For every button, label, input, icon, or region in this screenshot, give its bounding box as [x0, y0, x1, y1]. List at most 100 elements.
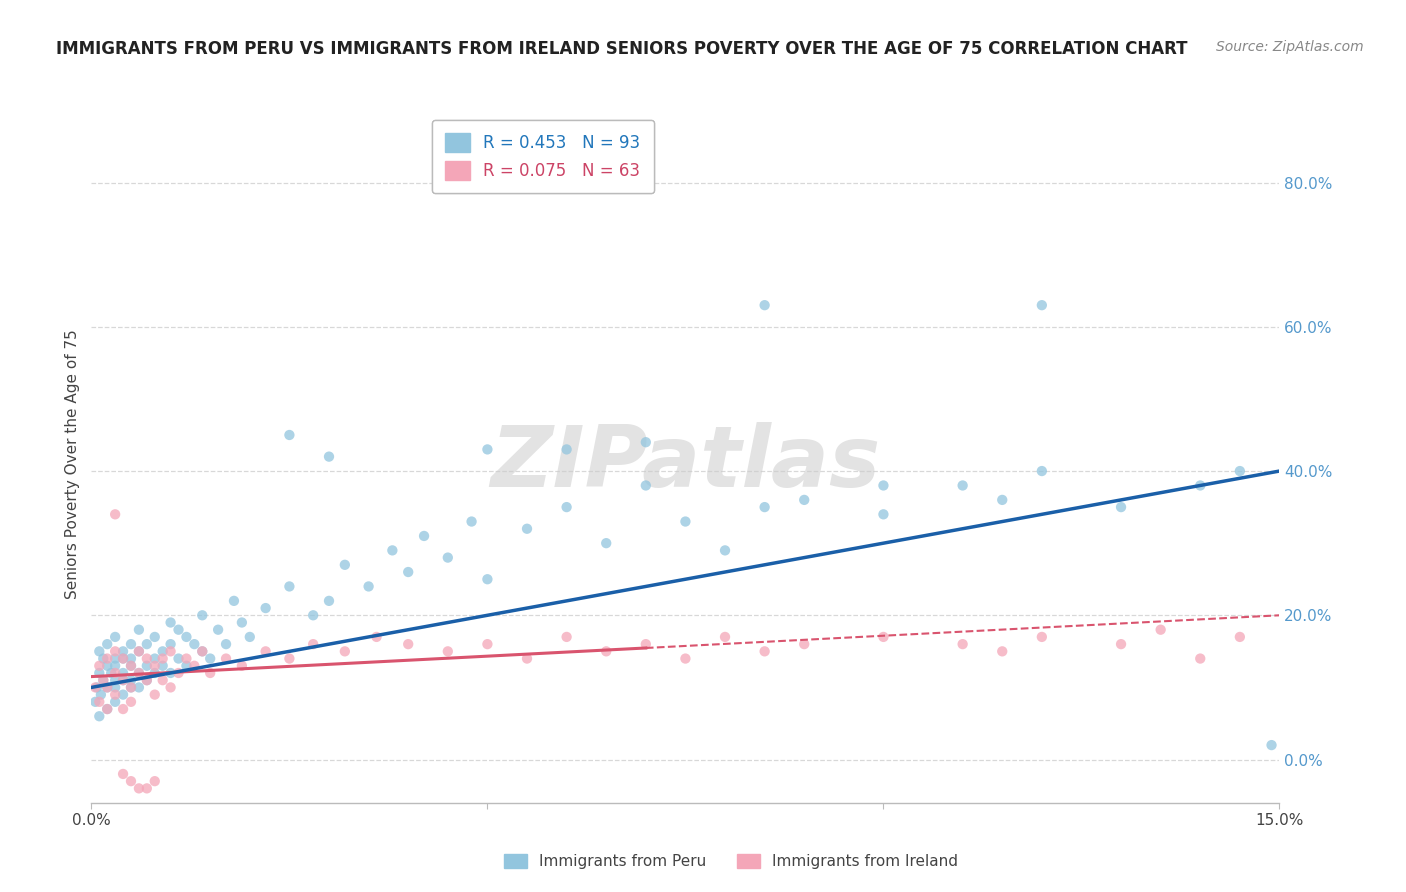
Point [112, 767, 135, 781]
Point [1260, 738, 1282, 752]
Point [128, 665, 150, 680]
Point [112, 673, 135, 688]
Point [152, 673, 174, 688]
Point [191, 644, 214, 658]
Point [1031, 298, 1053, 312]
Point [673, 651, 696, 665]
Point [302, 637, 325, 651]
Point [793, 637, 815, 651]
Point [152, 644, 174, 658]
Point [239, 630, 262, 644]
Point [143, 630, 166, 644]
Point [104, 665, 127, 680]
Point [200, 665, 222, 680]
Point [152, 651, 174, 665]
Point [436, 644, 458, 658]
Point [90, 688, 112, 702]
Point [436, 550, 458, 565]
Point [191, 644, 214, 658]
Point [176, 630, 198, 644]
Point [159, 665, 181, 680]
Point [278, 651, 301, 665]
Point [96, 681, 118, 695]
Point [278, 579, 301, 593]
Point [595, 644, 617, 658]
Point [793, 492, 815, 507]
Point [104, 658, 127, 673]
Point [200, 651, 222, 665]
Point [120, 695, 142, 709]
Point [120, 673, 142, 688]
Point [89, 695, 111, 709]
Point [112, 688, 135, 702]
Point [191, 608, 214, 623]
Point [460, 515, 482, 529]
Point [634, 478, 657, 492]
Point [333, 644, 356, 658]
Point [143, 665, 166, 680]
Point [135, 658, 157, 673]
Point [413, 529, 436, 543]
Point [634, 637, 657, 651]
Point [104, 651, 127, 665]
Point [1229, 464, 1251, 478]
Point [135, 673, 157, 688]
Point [477, 637, 499, 651]
Point [112, 651, 135, 665]
Point [991, 492, 1014, 507]
Point [167, 623, 190, 637]
Point [159, 615, 181, 630]
Point [96, 658, 118, 673]
Point [222, 594, 245, 608]
Point [120, 658, 142, 673]
Point [135, 651, 157, 665]
Point [673, 515, 696, 529]
Point [135, 673, 157, 688]
Point [1031, 464, 1053, 478]
Point [135, 781, 157, 796]
Point [89, 644, 111, 658]
Point [1189, 478, 1212, 492]
Point [714, 630, 737, 644]
Point [143, 774, 166, 789]
Point [143, 688, 166, 702]
Point [120, 681, 142, 695]
Point [112, 673, 135, 688]
Point [1109, 500, 1132, 515]
Point [143, 651, 166, 665]
Point [872, 478, 894, 492]
Point [104, 630, 127, 644]
Point [104, 673, 127, 688]
Point [96, 681, 118, 695]
Point [104, 688, 127, 702]
Point [714, 543, 737, 558]
Point [100, 665, 122, 680]
Point [104, 681, 127, 695]
Point [1189, 651, 1212, 665]
Point [477, 442, 499, 457]
Point [176, 658, 198, 673]
Point [516, 522, 538, 536]
Point [634, 435, 657, 450]
Point [104, 508, 127, 522]
Point [128, 623, 150, 637]
Point [555, 442, 578, 457]
Point [318, 450, 340, 464]
Point [128, 681, 150, 695]
Point [952, 478, 974, 492]
Point [1031, 630, 1053, 644]
Point [754, 500, 776, 515]
Point [381, 543, 404, 558]
Point [167, 651, 190, 665]
Point [872, 630, 894, 644]
Point [96, 702, 118, 716]
Point [120, 774, 142, 789]
Point [396, 637, 419, 651]
Point [128, 644, 150, 658]
Point [1229, 630, 1251, 644]
Point [991, 644, 1014, 658]
Point [120, 637, 142, 651]
Point [357, 579, 380, 593]
Point [112, 644, 135, 658]
Point [84, 681, 107, 695]
